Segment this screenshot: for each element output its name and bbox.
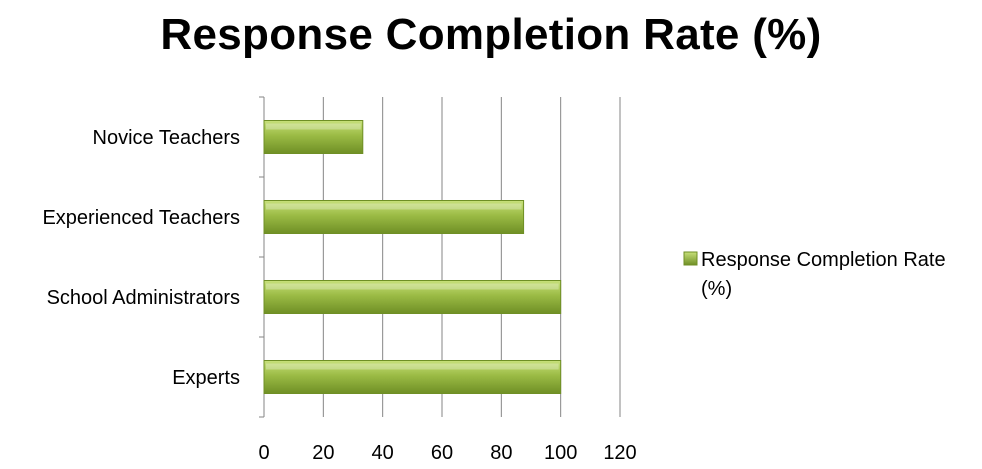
bar-highlight	[266, 363, 559, 370]
bar	[263, 280, 562, 314]
legend-label: (%)	[701, 278, 732, 300]
labels: 0 20 40 60 80 100 120 Experts School Administrat…	[42, 127, 636, 464]
bar	[263, 120, 364, 154]
chart-title: Response Completion Rate (%)	[160, 10, 822, 59]
bar	[263, 360, 562, 394]
x-tick-label: 120	[603, 442, 636, 464]
x-tick-label: 20	[312, 442, 334, 464]
axes	[259, 96, 265, 418]
legend: Response Completion Rate (%)	[683, 249, 946, 300]
x-tick-label: 0	[258, 442, 269, 464]
x-tick-label: 100	[544, 442, 577, 464]
legend-label: Response Completion Rate	[701, 249, 946, 271]
category-label: School Administrators	[47, 287, 240, 309]
bar-highlight	[266, 203, 522, 210]
bars	[263, 120, 562, 394]
legend-swatch	[683, 251, 698, 266]
x-tick-label: 80	[490, 442, 512, 464]
x-tick-label: 40	[372, 442, 394, 464]
bar-highlight	[266, 123, 361, 130]
bar	[263, 200, 525, 234]
bar-highlight	[266, 283, 559, 290]
category-label: Experts	[172, 367, 240, 389]
x-tick-label: 60	[431, 442, 453, 464]
category-label: Novice Teachers	[93, 127, 240, 149]
category-label: Experienced Teachers	[42, 207, 240, 229]
